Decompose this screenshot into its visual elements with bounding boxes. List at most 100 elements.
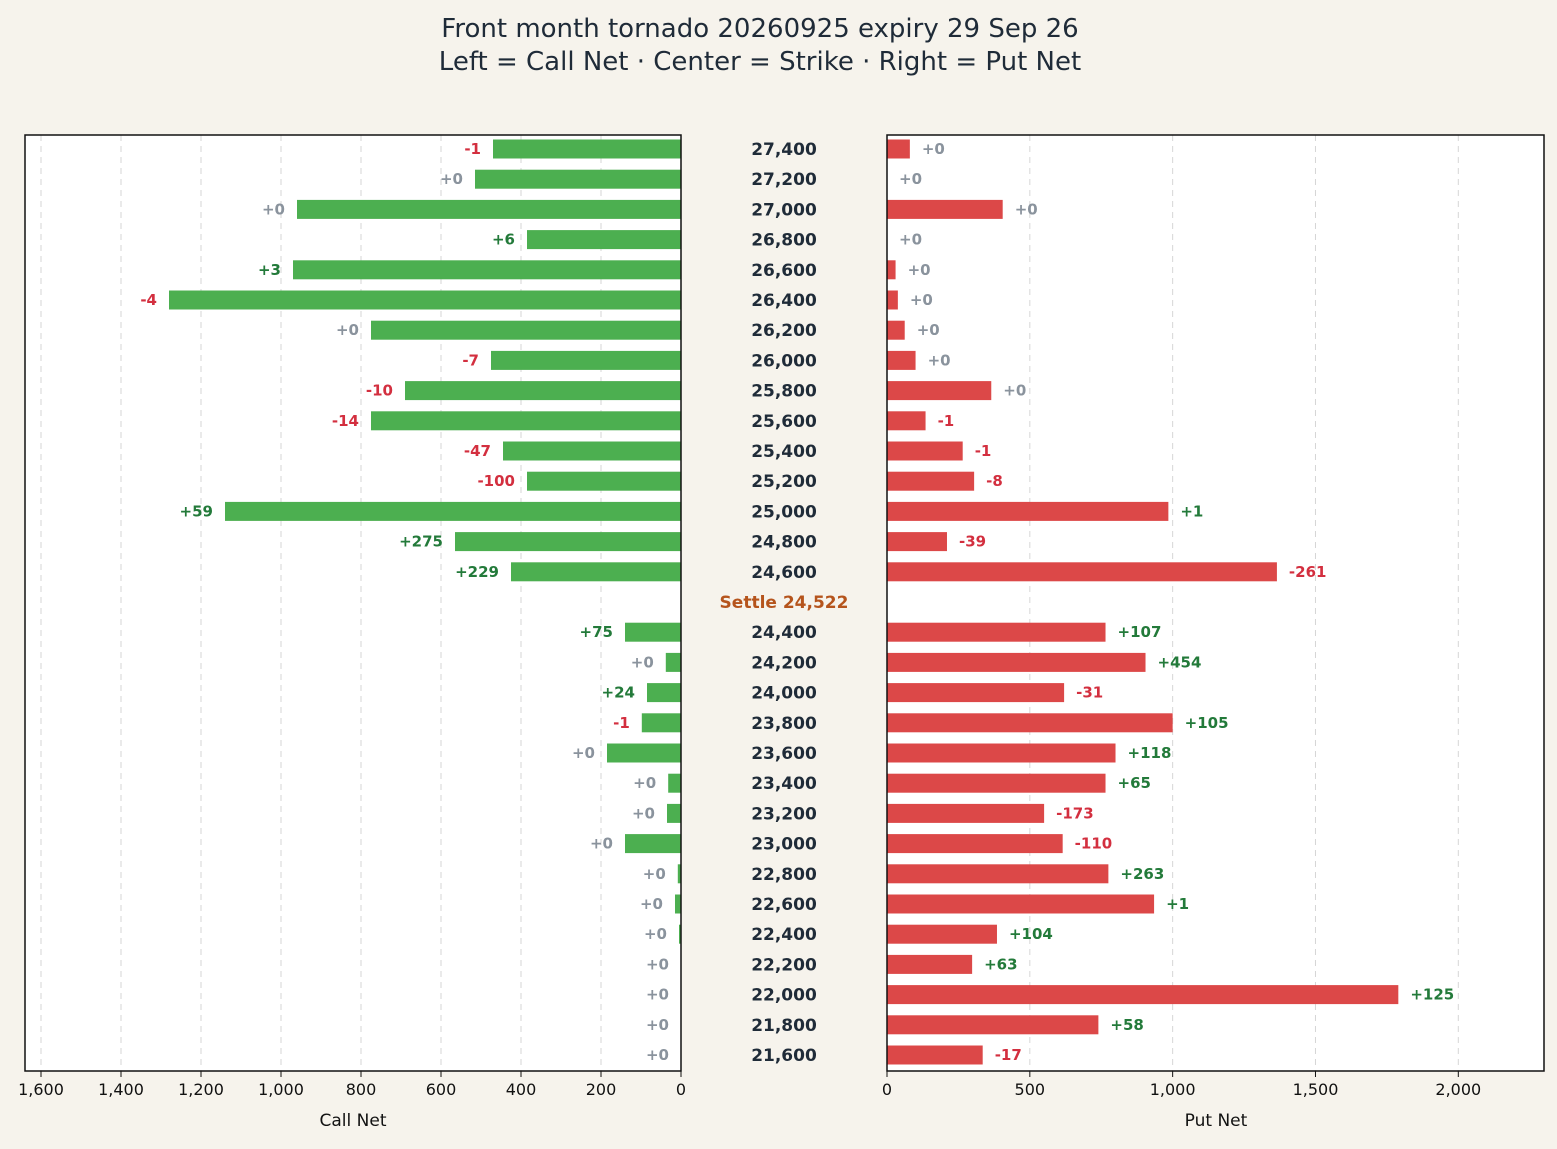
- put-net-bar: [887, 864, 1109, 884]
- put-net-bar: [887, 743, 1116, 763]
- strike-label: 24,000: [751, 684, 817, 704]
- call-change-label: +0: [640, 895, 663, 913]
- put-change-label: -261: [1289, 563, 1327, 581]
- call-axis-tick-label: 1,000: [258, 1080, 304, 1099]
- call-net-bar: [625, 834, 681, 854]
- call-change-label: +75: [580, 623, 613, 641]
- call-net-bar: [293, 260, 681, 280]
- put-net-bar: [887, 834, 1063, 854]
- put-change-label: -1: [975, 442, 992, 460]
- put-panel-background: [887, 135, 1544, 1071]
- put-net-bar: [887, 350, 916, 370]
- put-change-label: +104: [1009, 925, 1053, 943]
- call-net-bar: [527, 471, 681, 491]
- call-change-label: +6: [492, 231, 515, 249]
- put-change-label: -173: [1056, 804, 1094, 822]
- chart-subtitle: Left = Call Net · Center = Strike · Righ…: [439, 47, 1081, 77]
- call-change-label: -4: [140, 291, 157, 309]
- call-net-bar: [647, 683, 681, 703]
- put-net-bar: [887, 471, 975, 491]
- call-change-label: +0: [336, 321, 359, 339]
- call-net-bar: [679, 924, 681, 944]
- put-net-bar: [887, 1045, 983, 1065]
- strike-label: 27,400: [751, 140, 817, 160]
- call-change-label: -10: [366, 382, 393, 400]
- put-net-bar: [887, 954, 973, 974]
- call-change-label: -1: [613, 714, 630, 732]
- put-net-bar: [887, 683, 1065, 703]
- call-net-bars: -1+0+0+6+3-4+0-7-10-14-47-100+59+275+229…: [140, 139, 681, 1064]
- put-net-bar: [887, 713, 1173, 733]
- strike-label: 23,400: [751, 774, 817, 794]
- settle-label: Settle 24,522: [720, 593, 849, 613]
- strike-label: 26,000: [751, 351, 817, 371]
- call-change-label: +0: [590, 835, 613, 853]
- strike-label: 24,200: [751, 653, 817, 673]
- put-net-bar: [887, 803, 1045, 823]
- call-axis-tick-label: 200: [586, 1080, 617, 1099]
- strike-label: 27,200: [751, 170, 817, 190]
- call-change-label: +275: [399, 533, 443, 551]
- call-change-label: -14: [332, 412, 359, 430]
- call-axis-tick-label: 1,200: [178, 1080, 224, 1099]
- call-change-label: -1: [464, 140, 481, 158]
- call-axis-tick-label: 800: [346, 1080, 377, 1099]
- chart-title: Front month tornado 20260925 expiry 29 S…: [441, 14, 1078, 44]
- call-change-label: +0: [643, 865, 666, 883]
- strike-label: 22,800: [751, 865, 817, 885]
- put-change-label: -39: [959, 533, 986, 551]
- call-net-bar: [665, 652, 681, 672]
- call-change-label: +0: [631, 653, 654, 671]
- put-change-label: +65: [1118, 774, 1151, 792]
- call-net-bar: [677, 864, 681, 884]
- put-change-label: +105: [1185, 714, 1229, 732]
- call-axis-tick-label: 1,600: [18, 1080, 64, 1099]
- call-net-bar: [169, 290, 681, 310]
- call-axis-tick-label: 400: [506, 1080, 537, 1099]
- call-net-bar: [668, 773, 681, 793]
- strike-label: 25,800: [751, 382, 817, 402]
- put-change-label: +1: [1180, 502, 1203, 520]
- put-net-bar: [887, 260, 896, 280]
- put-net-bar: [887, 924, 997, 944]
- put-change-label: +0: [899, 170, 922, 188]
- call-change-label: +0: [632, 804, 655, 822]
- put-change-label: +107: [1118, 623, 1162, 641]
- call-change-label: +0: [644, 925, 667, 943]
- call-change-label: +0: [646, 1046, 669, 1064]
- call-net-bar: [607, 743, 681, 763]
- strike-label: 23,800: [751, 714, 817, 734]
- put-change-label: +63: [984, 955, 1017, 973]
- put-net-bar: [887, 562, 1277, 582]
- strike-label: 22,600: [751, 895, 817, 915]
- call-net-bar: [511, 562, 681, 582]
- put-change-label: +0: [917, 321, 940, 339]
- put-change-label: -31: [1076, 684, 1103, 702]
- call-net-bar: [675, 894, 681, 914]
- put-change-label: -1: [938, 412, 955, 430]
- strike-labels: 27,400 27,200 27,000 26,800 26,600 26,400 26,2…: [720, 140, 849, 1066]
- call-axis-tick-label: 1,400: [98, 1080, 144, 1099]
- call-axis-tick-label: 600: [426, 1080, 457, 1099]
- strike-label: 22,200: [751, 955, 817, 975]
- put-net-bar: [887, 139, 910, 159]
- put-net-bars: +0+0+0+0+0+0+0+0+0-1-1-8+1-39-261+107+45…: [887, 139, 1454, 1065]
- strike-label: 21,800: [751, 1016, 817, 1036]
- put-change-label: +0: [910, 291, 933, 309]
- put-change-label: +0: [1003, 382, 1026, 400]
- strike-label: 24,400: [751, 623, 817, 643]
- put-net-bar: [887, 1015, 1099, 1035]
- call-net-axis-label: Call Net: [320, 1111, 387, 1131]
- call-net-bar: [625, 622, 681, 642]
- call-change-label: +0: [633, 774, 656, 792]
- call-change-label: +24: [602, 684, 635, 702]
- put-net-axis-label: Put Net: [1185, 1111, 1248, 1131]
- put-net-bar: [887, 199, 1003, 219]
- call-change-label: -7: [462, 351, 479, 369]
- put-change-label: +0: [908, 261, 931, 279]
- call-change-label: +0: [572, 744, 595, 762]
- strike-label: 26,200: [751, 321, 817, 341]
- put-axis-tick-label: 500: [1015, 1080, 1046, 1099]
- call-change-label: +0: [262, 200, 285, 218]
